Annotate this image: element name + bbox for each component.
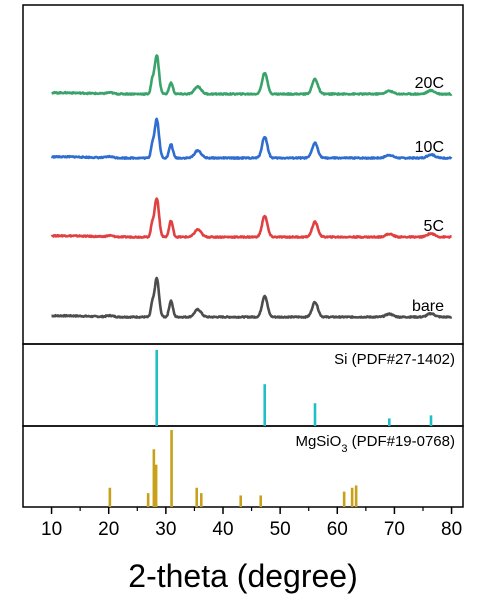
x-tick-label: 20 <box>98 519 119 540</box>
series-label-10c: 10C <box>415 139 444 156</box>
series-line-10c <box>50 117 453 160</box>
reference-lines-group <box>108 350 433 507</box>
pattern-series-group: bare 5C 10C 20C <box>50 54 453 319</box>
series-label-20c: 20C <box>415 75 444 92</box>
series-line-20c <box>50 54 453 96</box>
x-axis-title: 2-theta (degree) <box>128 558 357 594</box>
x-axis-ticks: 10 20 30 40 50 60 70 80 <box>41 507 462 540</box>
series-line-bare <box>50 276 453 319</box>
mgsio3-reference-panel-frame <box>22 425 464 508</box>
x-tick-label: 80 <box>441 519 462 540</box>
x-tick-label: 60 <box>327 519 348 540</box>
pattern-panel-frame <box>22 4 464 345</box>
x-tick-label: 40 <box>212 519 233 540</box>
x-tick-label: 30 <box>155 519 176 540</box>
series-line-5c <box>50 197 453 239</box>
x-tick-label: 50 <box>270 519 291 540</box>
series-label-bare: bare <box>412 298 444 315</box>
reference-label-mgsio3: MgSiO3 (PDF#19-0768) <box>295 433 455 455</box>
series-label-5c: 5C <box>424 218 444 235</box>
x-tick-label: 10 <box>41 519 62 540</box>
reference-label-si: Si (PDF#27-1402) <box>334 351 455 368</box>
x-tick-label: 70 <box>384 519 405 540</box>
